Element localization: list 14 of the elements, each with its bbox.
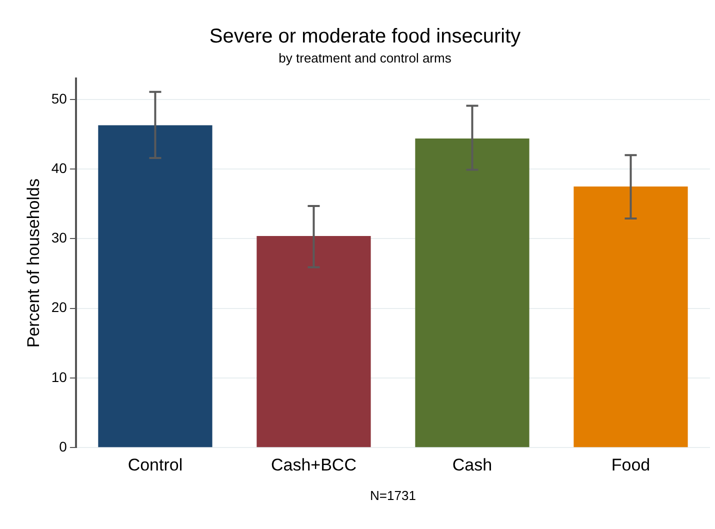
y-tick-label: 50: [51, 90, 68, 106]
y-tick-label: 0: [59, 438, 68, 454]
x-tick-label: Cash+BCC: [270, 455, 356, 474]
x-tick-label: Food: [611, 455, 650, 474]
chart-title: Severe or moderate food insecurity: [209, 26, 521, 48]
x-tick-label: Cash: [452, 455, 492, 474]
chart-subtitle: by treatment and control arms: [278, 50, 452, 66]
y-tick-label: 40: [51, 160, 68, 176]
y-tick-label: 30: [51, 230, 68, 246]
x-tick-label: Control: [128, 455, 183, 474]
y-axis-title: Percent of households: [24, 178, 43, 348]
y-tick-label: 10: [51, 368, 68, 385]
y-tick-label: 20: [51, 299, 68, 316]
text: N=1731: [370, 488, 416, 503]
